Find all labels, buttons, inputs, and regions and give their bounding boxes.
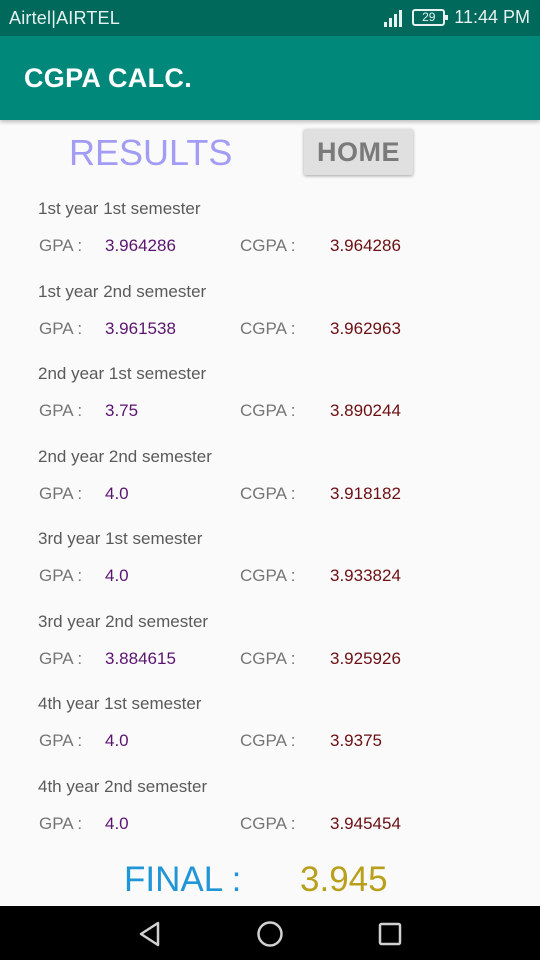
cgpa-label: CGPA : [240,236,296,255]
gpa-value: 3.75 [105,401,139,420]
cgpa-value: 3.945454 [330,813,401,833]
gpa-value: 3.884615 [105,648,176,668]
back-icon[interactable] [136,920,164,948]
cgpa-value: 3.890244 [330,401,401,420]
cgpa-value: 3.925926 [330,648,401,668]
semester-row: 4th year 2nd semester GPA : 4.0 CGPA : 3… [0,771,540,854]
semester-row: 1st year 2nd semester GPA : 3.961538 CGP… [0,276,540,359]
gpa-value: 4.0 [105,731,129,750]
semester-title: 3rd year 2nd semester [38,611,209,631]
cgpa-label: CGPA : [240,483,296,503]
gpa-label: GPA : [39,236,83,255]
cgpa-label: CGPA : [240,566,296,585]
cgpa-label: CGPA : [240,648,296,668]
status-indicators: 29 11:44 PM [384,7,530,28]
semester-row: 3rd year 2nd semester GPA : 3.884615 CGP… [0,606,540,689]
gpa-label: GPA : [39,566,83,585]
semester-title: 2nd year 2nd semester [38,446,212,466]
semester-row: 2nd year 1st semester GPA : 3.75 CGPA : … [0,358,540,441]
battery-icon: 29 [412,9,449,26]
gpa-value: 3.961538 [105,318,176,338]
carrier-label: Airtel|AIRTEL [9,8,120,28]
app-title: CGPA CALC. [24,63,192,93]
semester-title: 3rd year 1st semester [38,529,203,548]
gpa-value: 4.0 [105,813,129,833]
semester-title: 1st year 2nd semester [38,281,207,301]
navigation-bar [0,906,540,960]
semester-row: 3rd year 1st semester GPA : 4.0 CGPA : 3… [0,523,540,606]
status-time: 11:44 PM [454,7,530,27]
home-button[interactable]: HOME [304,129,413,175]
gpa-label: GPA : [39,731,83,750]
semester-list: 1st year 1st semester GPA : 3.964286 CGP… [0,193,540,853]
cgpa-value: 3.918182 [330,483,401,503]
cgpa-value: 3.962963 [330,318,401,338]
semester-title: 2nd year 1st semester [38,364,207,383]
semester-row: 2nd year 2nd semester GPA : 4.0 CGPA : 3… [0,441,540,524]
cgpa-label: CGPA : [240,401,296,420]
cgpa-label: CGPA : [240,318,296,338]
recents-icon[interactable] [376,920,404,948]
cgpa-value: 3.933824 [330,566,401,585]
cgpa-value: 3.9375 [330,731,382,750]
gpa-label: GPA : [39,401,83,420]
gpa-value: 4.0 [105,566,129,585]
gpa-label: GPA : [39,318,83,338]
signal-icon [384,9,404,27]
gpa-value: 3.964286 [105,236,176,255]
home-circle-icon[interactable] [256,920,284,948]
cgpa-value: 3.964286 [330,236,401,255]
semester-title: 4th year 1st semester [38,694,202,713]
gpa-label: GPA : [39,483,83,503]
semester-title: 1st year 1st semester [38,199,201,218]
cgpa-label: CGPA : [240,813,296,833]
semester-title: 4th year 2nd semester [38,776,208,796]
final-value: 3.945 [300,860,388,899]
semester-row: 1st year 1st semester GPA : 3.964286 CGP… [0,193,540,276]
gpa-label: GPA : [39,813,83,833]
final-label: FINAL : [124,860,242,899]
gpa-label: GPA : [39,648,83,668]
semester-row: 4th year 1st semester GPA : 4.0 CGPA : 3… [0,688,540,771]
results-heading: RESULTS [69,132,233,173]
status-bar: Airtel|AIRTEL 29 11:44 PM [0,0,540,36]
gpa-value: 4.0 [105,483,129,503]
app-bar: CGPA CALC. [0,36,540,120]
cgpa-label: CGPA : [240,731,296,750]
